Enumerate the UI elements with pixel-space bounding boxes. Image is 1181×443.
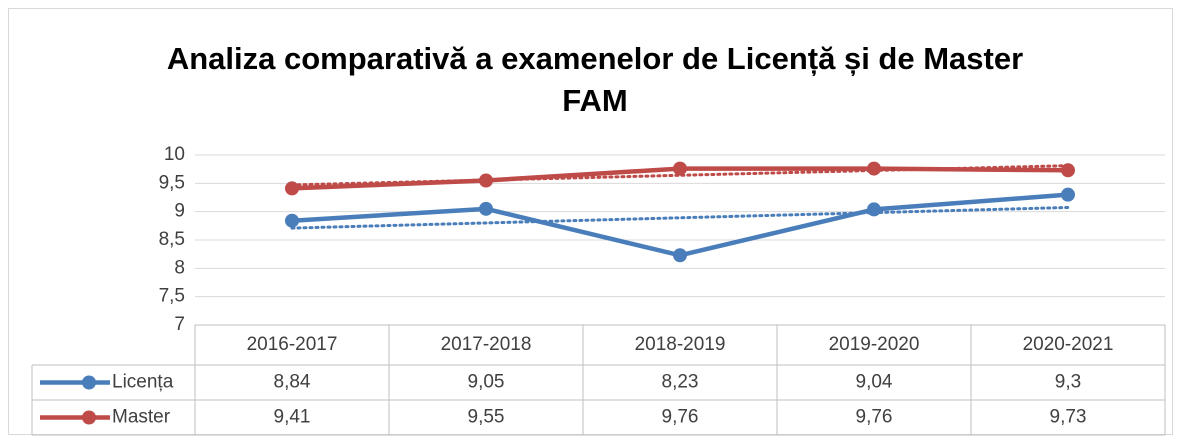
legend-label: Licența [112, 372, 174, 393]
x-tick-label: 2018-2019 [635, 334, 726, 355]
table-value: 9,41 [274, 407, 311, 428]
y-tick-label: 9,5 [159, 172, 185, 193]
point [673, 161, 687, 176]
point [1061, 187, 1075, 202]
x-tick-label: 2017-2018 [441, 334, 532, 355]
chart-title: Analiza comparativă a examenelor de Lice… [166, 41, 1024, 118]
point [867, 202, 881, 217]
x-tick-label: 2016-2017 [247, 334, 338, 355]
y-tick-label: 7,5 [159, 286, 185, 307]
y-tick-label: 10 [164, 144, 185, 165]
point [479, 173, 493, 188]
table-value: 9,05 [468, 372, 505, 393]
table-value: 9,04 [856, 372, 893, 393]
trendline [290, 205, 1070, 230]
point [479, 201, 493, 216]
point [285, 181, 299, 196]
x-tick-label: 2019-2020 [829, 334, 920, 355]
table-value: 9,73 [1050, 407, 1087, 428]
chart-border [8, 8, 1173, 435]
point [673, 248, 687, 263]
x-tick-label: 2020-2021 [1023, 334, 1114, 355]
table-value: 8,84 [274, 372, 311, 393]
table-value: 9,55 [468, 407, 505, 428]
table-value: 9,76 [856, 407, 893, 428]
point [285, 213, 299, 228]
legend-label: Master [112, 407, 171, 428]
table-value: 8,23 [662, 372, 699, 393]
y-tick-label: 7 [174, 314, 185, 335]
point [867, 161, 881, 176]
y-tick-label: 9 [174, 201, 185, 222]
legend-marker [82, 410, 96, 425]
point [1061, 163, 1075, 178]
legend-marker [82, 375, 96, 390]
y-tick-label: 8 [174, 257, 185, 278]
y-tick-label: 8,5 [159, 229, 185, 250]
table-value: 9,3 [1055, 372, 1081, 393]
table-value: 9,76 [662, 407, 699, 428]
